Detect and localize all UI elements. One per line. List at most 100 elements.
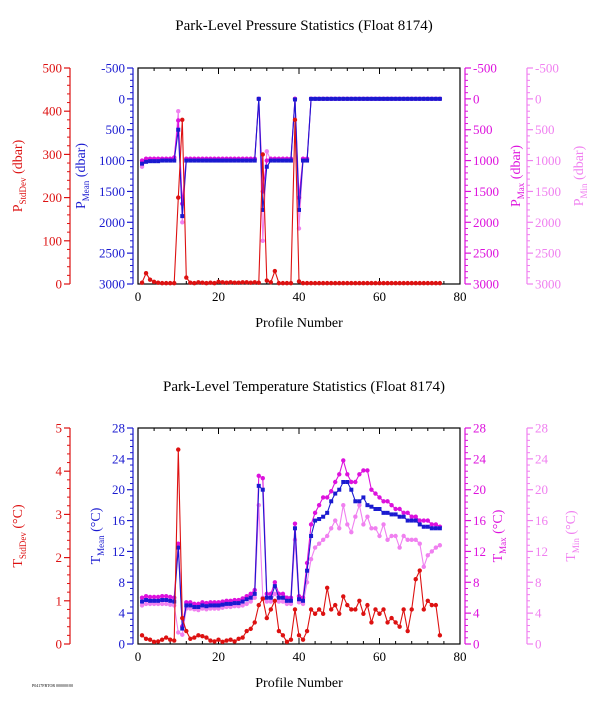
data-point-stddev bbox=[413, 280, 418, 286]
data-point-mean bbox=[337, 96, 342, 101]
data-point-mean bbox=[292, 97, 297, 102]
data-point-mean bbox=[272, 584, 277, 589]
data-point-mean bbox=[385, 510, 390, 515]
data-point-mean bbox=[385, 96, 390, 101]
data-point-stddev bbox=[208, 638, 213, 643]
data-point-max bbox=[151, 594, 157, 600]
data-point-mean bbox=[417, 522, 422, 527]
data-point-stddev bbox=[397, 624, 402, 629]
data-point-mean bbox=[216, 158, 221, 163]
axis-title-sub: Min bbox=[579, 183, 589, 199]
tick-label: 3000 bbox=[535, 277, 561, 292]
data-point-mean bbox=[176, 545, 181, 550]
data-point-max bbox=[159, 593, 165, 599]
data-point-stddev bbox=[357, 598, 362, 603]
data-point-mean bbox=[240, 158, 245, 163]
data-point-mean bbox=[260, 487, 265, 492]
data-point-stddev bbox=[296, 633, 302, 638]
axis-title-mean: TMean (°C) bbox=[89, 507, 106, 564]
data-point-mean bbox=[297, 207, 301, 212]
data-point-max bbox=[377, 495, 382, 500]
data-point-max bbox=[425, 518, 430, 523]
data-point-mean bbox=[413, 518, 418, 523]
data-point-mean bbox=[260, 207, 265, 212]
tick-label: 500 bbox=[473, 122, 493, 137]
data-point-stddev bbox=[232, 639, 237, 644]
tick-label: 28 bbox=[112, 421, 125, 436]
data-point-max bbox=[393, 506, 398, 512]
data-point-mean bbox=[208, 603, 213, 608]
data-point-stddev bbox=[308, 607, 314, 612]
footer-tag: P0417FBTOR 000000/00 bbox=[32, 683, 73, 688]
data-point-mean bbox=[220, 602, 225, 607]
data-point-min bbox=[276, 599, 282, 604]
data-point-mean bbox=[240, 599, 245, 604]
data-point-mean bbox=[413, 96, 418, 101]
data-point-mean bbox=[301, 158, 306, 163]
data-point-max bbox=[385, 499, 390, 504]
data-point-stddev bbox=[417, 568, 422, 573]
axis-title-main: T bbox=[564, 553, 579, 562]
data-point-stddev bbox=[377, 611, 382, 616]
data-point-min bbox=[264, 599, 269, 604]
data-point-min bbox=[409, 537, 414, 543]
tick-label: 20 bbox=[473, 482, 486, 497]
data-point-mean bbox=[256, 483, 261, 488]
tick-label: 0 bbox=[473, 637, 480, 652]
data-point-max bbox=[417, 518, 422, 523]
data-point-stddev bbox=[176, 195, 181, 200]
tick-label: 500 bbox=[106, 122, 126, 137]
tick-label: 16 bbox=[535, 513, 549, 528]
data-point-min bbox=[308, 556, 314, 562]
data-point-stddev bbox=[236, 280, 241, 285]
tick-label: 200 bbox=[43, 190, 63, 205]
series-line-stddev bbox=[141, 449, 441, 643]
tick-label: 1000 bbox=[473, 153, 499, 168]
series-stddev bbox=[139, 117, 443, 286]
data-point-mean bbox=[409, 96, 414, 101]
data-point-stddev bbox=[397, 280, 402, 286]
data-point-min bbox=[413, 537, 418, 543]
data-point-mean bbox=[437, 96, 442, 101]
data-point-mean bbox=[192, 604, 197, 609]
axis-stddev-1: 0 1 2 3 4 5 TStdDev (°C) bbox=[11, 421, 71, 652]
data-point-mean bbox=[305, 568, 310, 573]
tick-label: 4 bbox=[119, 606, 126, 621]
data-point-mean bbox=[244, 597, 249, 602]
data-point-stddev bbox=[212, 639, 217, 644]
data-point-stddev bbox=[244, 280, 249, 285]
data-point-stddev bbox=[373, 607, 378, 612]
data-point-stddev bbox=[425, 280, 430, 286]
data-point-stddev bbox=[433, 602, 439, 608]
data-point-mean bbox=[389, 512, 394, 517]
data-point-min bbox=[248, 599, 253, 604]
data-point-stddev bbox=[292, 607, 298, 612]
data-point-mean bbox=[256, 96, 261, 101]
data-point-stddev bbox=[168, 280, 173, 286]
data-point-mean bbox=[337, 487, 342, 492]
data-point-min bbox=[163, 601, 169, 607]
data-point-min bbox=[393, 533, 398, 539]
data-point-stddev bbox=[365, 602, 370, 608]
data-point-min bbox=[316, 541, 322, 546]
data-point-stddev bbox=[180, 117, 185, 123]
data-point-max bbox=[324, 495, 330, 500]
data-point-min bbox=[341, 502, 346, 508]
data-point-min bbox=[349, 529, 354, 535]
data-point-min bbox=[312, 545, 318, 550]
data-point-max bbox=[260, 475, 265, 481]
tick-label: 3000 bbox=[99, 277, 125, 292]
data-point-min bbox=[176, 109, 181, 114]
data-point-stddev bbox=[389, 615, 394, 621]
x-tick-label: 80 bbox=[454, 649, 467, 664]
series-mean bbox=[140, 480, 442, 631]
tick-label: 4 bbox=[535, 606, 542, 621]
data-point-mean bbox=[429, 96, 434, 101]
data-point-stddev bbox=[248, 626, 253, 632]
data-point-mean bbox=[184, 158, 189, 163]
axis-title-unit: (°C) bbox=[564, 510, 579, 538]
tick-label: 100 bbox=[43, 233, 63, 248]
tick-label: 12 bbox=[473, 544, 486, 559]
data-point-mean bbox=[212, 603, 217, 608]
